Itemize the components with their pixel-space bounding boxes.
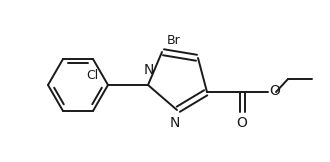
Text: N: N xyxy=(144,63,154,77)
Text: Br: Br xyxy=(167,34,181,47)
Text: O: O xyxy=(237,116,248,130)
Text: Cl: Cl xyxy=(86,69,98,82)
Text: O: O xyxy=(269,84,280,98)
Text: N: N xyxy=(170,116,180,130)
